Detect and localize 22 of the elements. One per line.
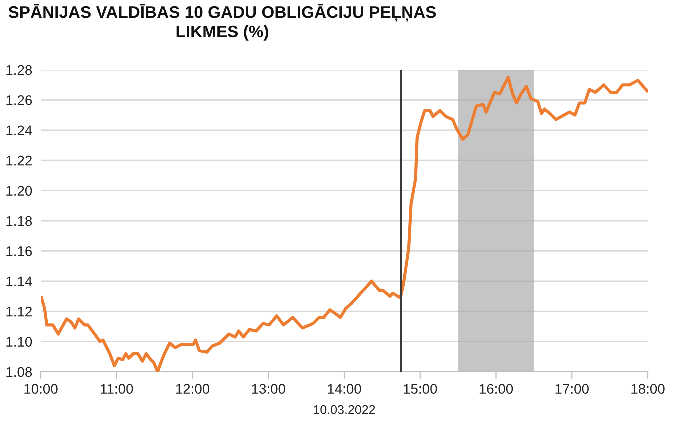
x-tick-label: 12:00 bbox=[176, 384, 210, 394]
y-tick-label: 1.08 bbox=[6, 367, 32, 378]
y-tick-label: 1.18 bbox=[6, 216, 32, 226]
x-tick-label: 16:00 bbox=[480, 384, 514, 394]
y-tick-label: 1.14 bbox=[6, 276, 32, 286]
y-tick-label: 1.12 bbox=[6, 306, 32, 317]
x-tick-label: 17:00 bbox=[556, 384, 589, 394]
y-tick-label: 1.24 bbox=[6, 126, 32, 136]
y-tick-label: 1.26 bbox=[6, 96, 32, 106]
y-tick-label: 1.16 bbox=[6, 246, 32, 256]
chart-title: SPĀNIJAS VALDĪBAS 10 GADU OBLIGĀCIJU PEĻŅAS LIKMES (%) bbox=[8, 4, 436, 41]
x-tick-label: 15:00 bbox=[404, 384, 438, 394]
y-tick-label: 1.22 bbox=[6, 156, 32, 166]
y-tick-label: 1.10 bbox=[6, 337, 32, 347]
x-tick-label: 10:00 bbox=[24, 384, 58, 394]
x-tick-label: 18:00 bbox=[632, 384, 665, 394]
x-axis-title: 10.03.2022 bbox=[314, 405, 376, 414]
x-tick-label: 13:00 bbox=[252, 384, 286, 394]
x-tick-label: 11:00 bbox=[101, 384, 134, 394]
y-tick-label: 1.28 bbox=[6, 65, 32, 76]
y-tick-label: 1.20 bbox=[6, 186, 32, 196]
x-tick-label: 14:00 bbox=[328, 384, 362, 394]
